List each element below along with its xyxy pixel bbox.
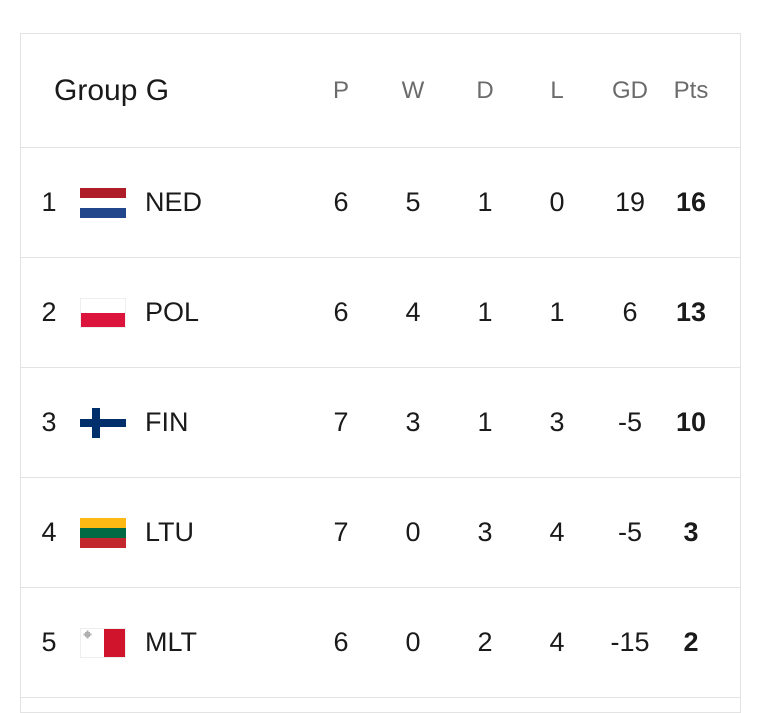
points-value: 10 [675,407,707,437]
drawn-value: 3 [477,517,493,547]
won-value: 4 [405,297,421,327]
points-value: 13 [675,297,707,327]
lost-value: 1 [549,297,565,327]
header-lost: L [550,76,564,104]
team-rank: 5 [41,627,57,657]
won-value: 5 [405,187,421,217]
goal-difference-value: 6 [622,297,638,327]
group-title: Group G [54,73,170,107]
team-rank: 2 [41,297,57,327]
points-value: 3 [683,517,699,547]
won-value: 0 [405,627,421,657]
header-goal-difference: GD [612,76,648,104]
header-drawn: D [476,76,494,104]
malta-flag-icon [80,628,126,658]
lost-value: 0 [549,187,565,217]
header-points: Pts [673,76,709,104]
lithuania-flag-icon [80,518,126,548]
team-rank: 3 [41,407,57,437]
played-value: 6 [333,187,349,217]
team-rank: 1 [41,187,57,217]
team-code: NED [145,187,203,217]
points-value: 2 [683,627,699,657]
table-header-row: Group G P W D L GD Pts [21,34,740,148]
standings-table: Group G P W D L GD Pts 1 NED 6 5 1 0 19 … [20,33,741,713]
lost-value: 4 [549,517,565,547]
won-value: 0 [405,517,421,547]
header-played: P [332,76,349,104]
team-code: FIN [145,407,189,437]
team-code: MLT [145,627,197,657]
table-row[interactable]: 5 MLT 6 0 2 4 -15 2 [21,588,740,698]
finland-flag-icon [80,408,126,438]
drawn-value: 1 [477,297,493,327]
team-code: POL [145,297,200,327]
drawn-value: 1 [477,407,493,437]
team-code: LTU [145,517,195,547]
points-value: 16 [675,187,707,217]
table-row[interactable]: 3 FIN 7 3 1 3 -5 10 [21,368,740,478]
table-row[interactable]: 4 LTU 7 0 3 4 -5 3 [21,478,740,588]
played-value: 7 [333,407,349,437]
poland-flag-icon [80,298,126,328]
table-row[interactable]: 1 NED 6 5 1 0 19 16 [21,148,740,258]
won-value: 3 [405,407,421,437]
played-value: 6 [333,627,349,657]
team-rank: 4 [41,517,57,547]
drawn-value: 1 [477,187,493,217]
lost-value: 4 [549,627,565,657]
goal-difference-value: -15 [610,627,650,657]
lost-value: 3 [549,407,565,437]
header-won: W [401,76,425,104]
goal-difference-value: -5 [617,407,642,437]
table-row[interactable]: 2 POL 6 4 1 1 6 13 [21,258,740,368]
netherlands-flag-icon [80,188,126,218]
played-value: 6 [333,297,349,327]
goal-difference-value: -5 [617,517,642,547]
goal-difference-value: 19 [614,187,646,217]
drawn-value: 2 [477,627,493,657]
played-value: 7 [333,517,349,547]
